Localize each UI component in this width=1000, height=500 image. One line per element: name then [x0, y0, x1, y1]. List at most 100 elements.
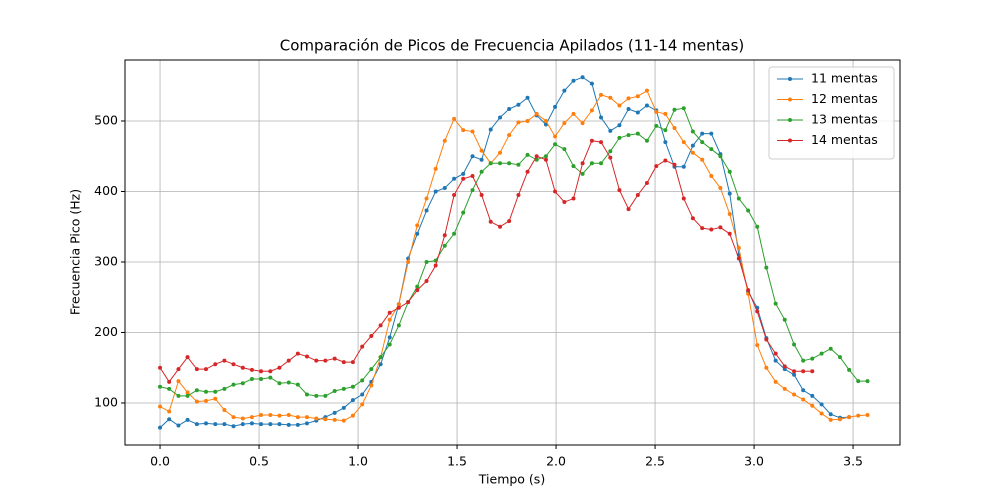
point — [167, 386, 172, 391]
point — [764, 337, 769, 342]
point — [406, 300, 411, 305]
point — [773, 351, 778, 356]
point — [158, 365, 163, 370]
point — [341, 418, 346, 423]
point — [378, 355, 383, 360]
point — [268, 422, 273, 427]
point — [746, 208, 751, 213]
point — [433, 166, 438, 171]
point — [507, 106, 512, 111]
point — [507, 133, 512, 138]
point — [249, 421, 254, 426]
point — [158, 384, 163, 389]
point — [203, 389, 208, 394]
point — [415, 223, 420, 228]
point — [304, 392, 309, 397]
point — [396, 323, 401, 328]
point — [736, 196, 741, 201]
point — [727, 212, 732, 217]
point — [599, 115, 604, 120]
point — [268, 375, 273, 380]
point — [461, 171, 466, 176]
point — [663, 111, 668, 116]
point — [543, 118, 548, 123]
point — [617, 135, 622, 140]
point — [498, 115, 503, 120]
point — [240, 422, 245, 427]
point — [167, 409, 172, 414]
point — [553, 142, 558, 147]
point — [231, 362, 236, 367]
point — [507, 161, 512, 166]
point — [424, 259, 429, 264]
point — [782, 367, 787, 372]
point — [543, 157, 548, 162]
point — [608, 128, 613, 133]
point — [213, 396, 218, 401]
point — [295, 382, 300, 387]
point — [498, 150, 503, 155]
point — [516, 120, 521, 125]
point — [442, 138, 447, 143]
point — [452, 193, 457, 198]
point — [488, 219, 493, 224]
point — [792, 342, 797, 347]
point — [240, 365, 245, 370]
point — [617, 188, 622, 193]
point — [185, 393, 190, 398]
point — [378, 323, 383, 328]
point — [470, 129, 475, 134]
point — [304, 415, 309, 420]
point — [709, 173, 714, 178]
point — [452, 176, 457, 181]
point — [194, 399, 199, 404]
point — [479, 157, 484, 162]
point — [231, 424, 236, 429]
point — [773, 358, 778, 363]
point — [709, 147, 714, 152]
y-tick-label: 300 — [94, 253, 118, 268]
point — [599, 140, 604, 145]
point — [415, 288, 420, 293]
point — [295, 415, 300, 420]
point — [709, 227, 714, 232]
point — [755, 343, 760, 348]
point — [194, 367, 199, 372]
point — [323, 417, 328, 422]
point — [488, 127, 493, 132]
point — [295, 351, 300, 356]
x-tick-label: 1.0 — [348, 454, 368, 469]
point — [599, 92, 604, 97]
point — [240, 381, 245, 386]
point — [589, 81, 594, 86]
point — [727, 169, 732, 174]
point — [681, 196, 686, 201]
point — [589, 108, 594, 113]
point — [286, 358, 291, 363]
point — [433, 189, 438, 194]
point — [644, 103, 649, 108]
point — [828, 417, 833, 422]
legend-marker — [788, 118, 792, 122]
point — [387, 342, 392, 347]
point — [286, 412, 291, 417]
point — [415, 284, 420, 289]
point — [681, 164, 686, 169]
x-tick-label: 0.5 — [249, 454, 269, 469]
point — [277, 422, 282, 427]
point — [801, 369, 806, 374]
point — [424, 279, 429, 284]
point — [176, 393, 181, 398]
point — [516, 193, 521, 198]
legend-marker — [788, 97, 792, 102]
point — [626, 96, 631, 101]
point — [332, 388, 337, 393]
point — [700, 157, 705, 162]
point — [479, 148, 484, 153]
point — [773, 301, 778, 306]
legend-marker — [788, 138, 792, 143]
point — [360, 402, 365, 407]
point — [810, 393, 815, 398]
point — [700, 140, 705, 145]
point — [571, 78, 576, 83]
